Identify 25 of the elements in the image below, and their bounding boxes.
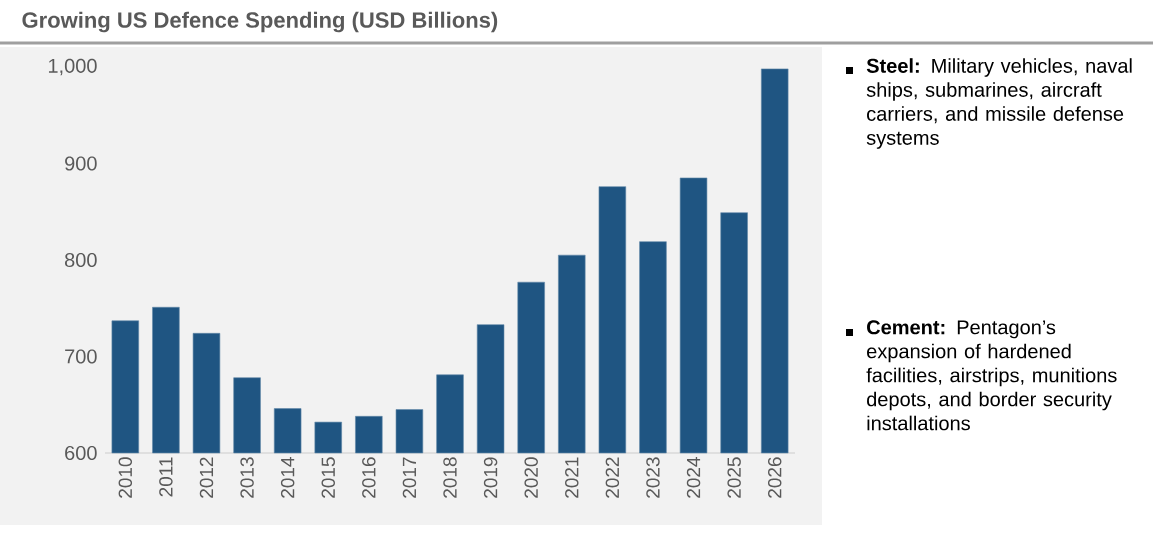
x-tick-label: 2016 (362, 457, 376, 498)
x-tick-label: 2014 (280, 457, 295, 498)
x-tick-label: 2026 (767, 457, 782, 498)
x-tick-label: 2015 (321, 457, 335, 498)
y-tick-label: 900 (65, 156, 97, 171)
x-tick-label: 2023 (646, 457, 660, 498)
x-tick-label: 2021 (565, 457, 579, 498)
x-tick-label: 2010 (118, 457, 133, 498)
y-tick-label: 600 (65, 445, 97, 461)
x-tick-label: 2024 (686, 457, 701, 498)
x-tick-label: 2020 (524, 457, 538, 498)
x-tick-label: 2017 (402, 457, 417, 498)
y-tick-label: 700 (65, 349, 97, 364)
x-tick-label: 2022 (605, 457, 620, 498)
text: Steel: Military vehicles, naval ships, submarines, aircraft carriers, and missile defense systems (866, 58, 1132, 149)
x-tick-label: 2013 (240, 457, 254, 498)
y-tick-label: 1,000 (48, 58, 97, 76)
x-tick-label: 2012 (199, 457, 214, 498)
text: Cement: Pentagon’s expansion of hardened facilities, airstrips, munitions depots, and border security installations (866, 320, 1117, 431)
x-tick-label: 2019 (483, 457, 498, 498)
y-tick-label: 800 (65, 252, 97, 268)
x-tick-label: 2018 (443, 457, 457, 498)
x-tick-label: 2025 (727, 457, 741, 498)
chart-title: Growing US Defence Spending (USD Billions) (22, 11, 498, 33)
x-tick-label: 2011 (159, 457, 173, 497)
